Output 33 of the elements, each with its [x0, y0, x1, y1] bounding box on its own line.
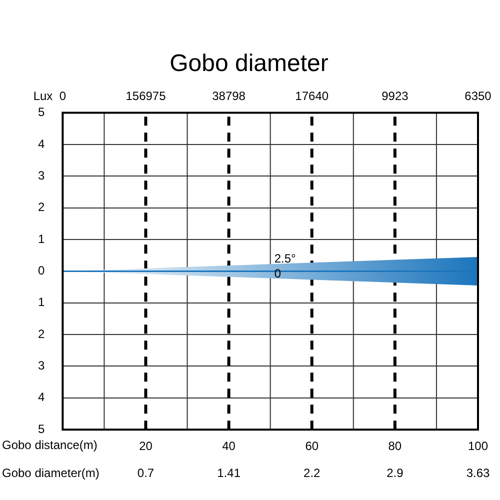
- y-tick-label: 3: [38, 168, 45, 182]
- text: 0: [59, 89, 66, 104]
- text: 9923: [382, 89, 409, 104]
- x-tick-label: 40: [222, 439, 236, 454]
- text: 2.2: [304, 466, 321, 480]
- y-tick-label: 5: [38, 105, 45, 120]
- y-tick-label: 0: [38, 264, 45, 278]
- text: Gobo diameter(m): [2, 466, 100, 480]
- y-tick-label: 2: [38, 326, 45, 341]
- text: 0.7: [137, 466, 154, 480]
- x-tick-label: 60: [305, 439, 319, 454]
- text: 38798: [212, 89, 246, 104]
- text: 156975: [126, 89, 166, 104]
- text: Lux: [33, 89, 53, 104]
- x-tick-label: 20: [139, 439, 153, 454]
- text: 6350: [464, 89, 492, 104]
- y-tick-label: 5: [38, 422, 45, 436]
- y-tick-label: 4: [38, 136, 45, 151]
- annotation: 0: [274, 266, 282, 281]
- text: 1.41: [217, 466, 241, 480]
- x-tick-label: 100: [468, 439, 488, 454]
- x-tick-label: 80: [388, 439, 402, 454]
- text: 2.9: [386, 466, 404, 480]
- y-tick-label: 3: [38, 358, 45, 373]
- text: 3.63: [466, 466, 490, 480]
- y-tick-label: 1: [38, 232, 45, 246]
- text: 17640: [295, 89, 329, 104]
- annotation: 2.5°: [274, 252, 296, 266]
- x-axis-title: Gobo distance(m): [2, 438, 98, 452]
- chart-title: Gobo diameter: [170, 50, 328, 78]
- y-tick-label: 2: [38, 200, 45, 214]
- y-tick-label: 4: [38, 390, 45, 404]
- y-tick-label: 1: [38, 295, 45, 310]
